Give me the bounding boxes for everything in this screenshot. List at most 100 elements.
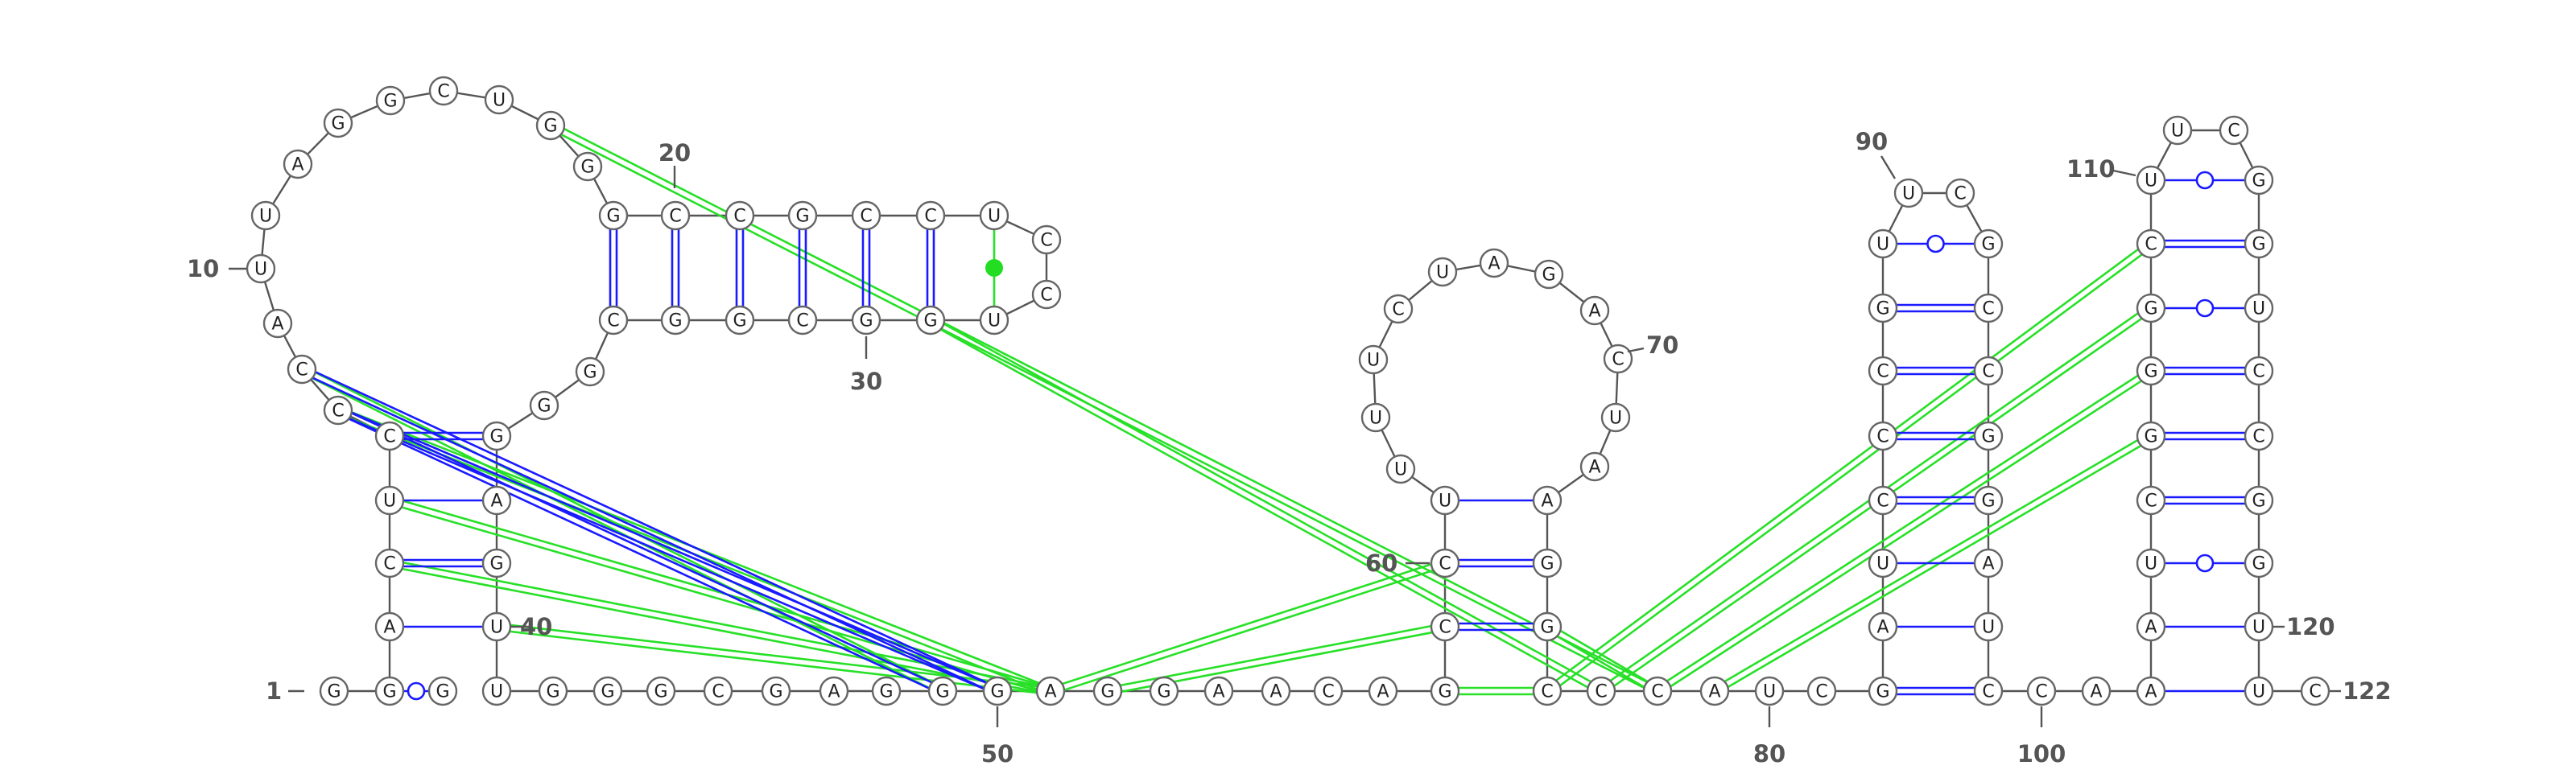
- nucleotide-label: A: [383, 618, 395, 638]
- tertiary-interaction-line: [931, 316, 1604, 689]
- nucleotide-label: U: [2145, 171, 2157, 191]
- nucleotide-label: A: [1541, 492, 1553, 512]
- nucleotide-label: G: [733, 311, 746, 331]
- nucleotide-label: U: [259, 207, 272, 227]
- wobble-pair-marker: [2195, 298, 2215, 318]
- nucleotide-label: U: [1982, 618, 1995, 638]
- nucleotide-label: C: [2252, 427, 2264, 447]
- nucleotide: C: [703, 676, 733, 706]
- nucleotide-label: G: [382, 682, 396, 702]
- nucleotide: U: [374, 485, 405, 516]
- tertiary-interaction-line: [299, 371, 942, 695]
- nucleotide: G: [535, 110, 566, 141]
- nucleotide: C: [2136, 485, 2166, 516]
- nucleotide-label: A: [2090, 682, 2102, 702]
- nucleotide-label: U: [1439, 492, 1451, 512]
- nucleotide-label: C: [1612, 350, 1624, 370]
- nucleotide: G: [1973, 421, 2004, 451]
- nucleotide: A: [1973, 548, 2004, 578]
- nucleotide: C: [1642, 676, 1673, 706]
- tertiary-interaction-line: [551, 121, 1660, 689]
- nucleotide: U: [2244, 293, 2274, 323]
- nucleotide-label: C: [295, 360, 308, 381]
- nucleotide: C: [374, 421, 405, 451]
- long-range-pair-line: [336, 412, 942, 695]
- nucleotide-label: A: [2145, 682, 2157, 702]
- nucleotide-label: A: [1377, 682, 1389, 702]
- nucleotide: G: [481, 548, 512, 578]
- nucleotide: G: [375, 85, 406, 116]
- nucleotide: A: [283, 149, 313, 179]
- nucleotide-label: A: [1708, 682, 1720, 702]
- position-number: 90: [1856, 128, 1897, 179]
- tertiary-interaction-line: [496, 628, 1051, 696]
- nucleotide-label: G: [1981, 427, 1995, 447]
- nucleotide: G: [572, 151, 603, 182]
- nucleotide-label: G: [601, 682, 614, 702]
- nucleotide: G: [323, 108, 353, 138]
- nucleotide-label: C: [2145, 235, 2157, 255]
- nucleotide: U: [1973, 611, 2004, 642]
- nucleotide: C: [1868, 421, 1898, 451]
- nucleotide: U: [1754, 676, 1785, 706]
- tertiary-interaction-line: [1655, 367, 2150, 689]
- nucleotide: U: [2244, 611, 2274, 642]
- nucleotide: G: [2244, 165, 2274, 196]
- nucleotide-label: C: [924, 207, 936, 227]
- nucleotide: G: [851, 305, 881, 335]
- nucleotide: C: [915, 200, 946, 231]
- nucleotide-label: G: [2144, 362, 2157, 382]
- position-number-label: 40: [520, 613, 552, 640]
- nucleotide: C: [1806, 676, 1837, 706]
- nucleotide-label: G: [923, 311, 937, 331]
- position-number: 70: [1627, 331, 1678, 359]
- nucleotide: U: [1430, 485, 1460, 516]
- nucleotide: U: [2244, 676, 2274, 706]
- nucleotide: C: [1603, 344, 1633, 374]
- nucleotide-label: U: [490, 682, 503, 702]
- nucleotide: C: [660, 200, 691, 231]
- nucleotide-label: U: [1367, 351, 1380, 371]
- nucleotide: U: [1385, 454, 1416, 484]
- nucleotide: A: [2081, 676, 2112, 706]
- nucleotide: G: [1092, 676, 1123, 706]
- nucleotide-label: C: [2252, 362, 2264, 382]
- nucleotide-label: G: [2144, 427, 2157, 447]
- nucleotide: U: [481, 611, 512, 642]
- nucleotide: U: [250, 200, 281, 231]
- position-number-label: 10: [187, 255, 219, 282]
- nucleotide-label: C: [383, 554, 395, 574]
- nucleotide: U: [1868, 548, 1898, 578]
- nucleotide-label: U: [493, 91, 506, 111]
- nucleotide: C: [1383, 294, 1414, 324]
- nucleotide-label: A: [291, 155, 303, 175]
- nucleotide: G: [592, 676, 623, 706]
- nucleotide-label: G: [795, 207, 809, 227]
- nucleotide: G: [2136, 356, 2166, 386]
- nucleotide: G: [787, 200, 818, 231]
- tertiary-interactions-layer: [299, 121, 2154, 696]
- nucleotide-label: G: [990, 682, 1004, 702]
- nucleotide-label: A: [2145, 618, 2157, 638]
- tertiary-interaction-line: [388, 565, 1051, 696]
- nucleotide-label: G: [1438, 682, 1451, 702]
- nucleotide: G: [2244, 228, 2274, 259]
- nucleotide: C: [2026, 676, 2057, 706]
- nucleotide: G: [481, 421, 512, 451]
- nucleotide-label: G: [1981, 235, 1995, 255]
- nucleotide-label: C: [1982, 682, 1994, 702]
- nucleotide-label: G: [935, 682, 949, 702]
- nucleotide-label: G: [2252, 554, 2265, 574]
- nucleotide: G: [2136, 421, 2166, 451]
- nucleotide-label: G: [537, 397, 551, 417]
- nucleotide-label: G: [1876, 299, 1889, 319]
- nucleotide-label: U: [254, 260, 267, 280]
- nucleotide-label: C: [607, 311, 619, 331]
- nucleotide-label: C: [2145, 492, 2157, 512]
- nucleotide: A: [1479, 248, 1509, 278]
- nucleotide: C: [598, 305, 629, 335]
- nucleotide-label: C: [1595, 682, 1607, 702]
- nucleotide-label: U: [1369, 409, 1382, 429]
- nucleotide-label: U: [1436, 263, 1449, 283]
